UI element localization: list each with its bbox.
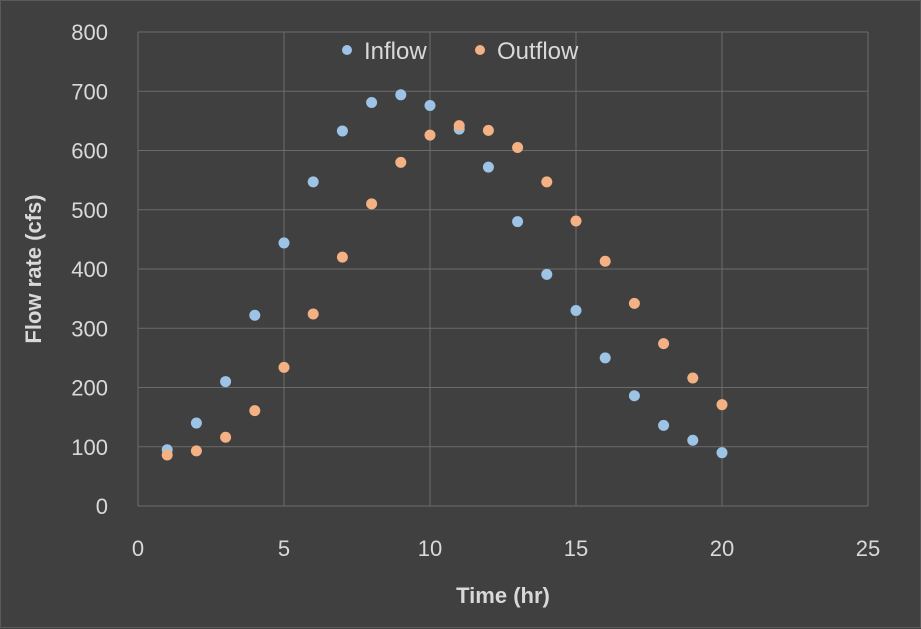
legend-label-outflow: Outflow [497, 38, 579, 65]
point-outflow [395, 156, 407, 168]
y-tick-label: 500 [71, 198, 108, 223]
point-inflow [424, 99, 436, 111]
point-inflow [628, 390, 640, 402]
point-outflow [599, 255, 611, 267]
point-inflow [716, 447, 728, 459]
y-axis-title: Flow rate (cfs) [21, 194, 46, 343]
y-tick-label: 300 [71, 316, 108, 341]
point-inflow [541, 268, 553, 280]
data-points [161, 89, 728, 461]
point-inflow [249, 309, 261, 321]
y-tick-label: 600 [71, 139, 108, 164]
point-inflow [658, 419, 670, 431]
point-inflow [512, 216, 524, 228]
x-tick-label: 5 [278, 536, 290, 561]
x-tick-label: 0 [132, 536, 144, 561]
point-inflow [482, 161, 494, 173]
point-inflow [336, 125, 348, 137]
grid-lines [137, 31, 869, 507]
point-outflow [628, 297, 640, 309]
point-outflow [716, 399, 728, 411]
point-inflow [366, 97, 378, 109]
point-inflow [570, 304, 582, 316]
point-outflow [453, 120, 465, 132]
point-outflow [687, 372, 699, 384]
point-outflow [220, 431, 232, 443]
point-outflow [190, 445, 202, 457]
tick-labels: 0 100 200 300 400 500 600 700 800 0 5 10 15 20 25 [71, 20, 880, 561]
legend-label-inflow: Inflow [364, 38, 427, 65]
point-inflow [687, 434, 699, 446]
x-tick-label: 25 [856, 536, 880, 561]
point-outflow [541, 176, 553, 188]
y-tick-label: 700 [71, 79, 108, 104]
legend-marker-inflow [342, 45, 352, 55]
y-tick-label: 400 [71, 257, 108, 282]
point-inflow [307, 176, 319, 188]
x-tick-label: 20 [710, 536, 734, 561]
legend: Inflow Outflow [342, 38, 579, 65]
point-inflow [190, 417, 202, 429]
point-inflow [599, 352, 611, 364]
point-inflow [220, 376, 232, 388]
y-tick-label: 800 [71, 20, 108, 45]
point-outflow [161, 449, 173, 461]
point-inflow [395, 89, 407, 101]
legend-marker-outflow [475, 45, 485, 55]
point-outflow [307, 308, 319, 320]
point-outflow [249, 405, 261, 417]
point-inflow [278, 237, 290, 249]
x-tick-label: 10 [418, 536, 442, 561]
x-axis-title: Time (hr) [456, 583, 550, 608]
point-outflow [482, 124, 494, 136]
point-outflow [366, 198, 378, 210]
point-outflow [570, 215, 582, 227]
point-outflow [336, 251, 348, 263]
point-outflow [658, 338, 670, 350]
point-outflow [512, 142, 524, 154]
point-outflow [424, 129, 436, 141]
y-tick-label: 200 [71, 376, 108, 401]
x-tick-label: 15 [564, 536, 588, 561]
y-tick-label: 100 [71, 435, 108, 460]
point-outflow [278, 361, 290, 373]
y-tick-label: 0 [96, 494, 108, 519]
